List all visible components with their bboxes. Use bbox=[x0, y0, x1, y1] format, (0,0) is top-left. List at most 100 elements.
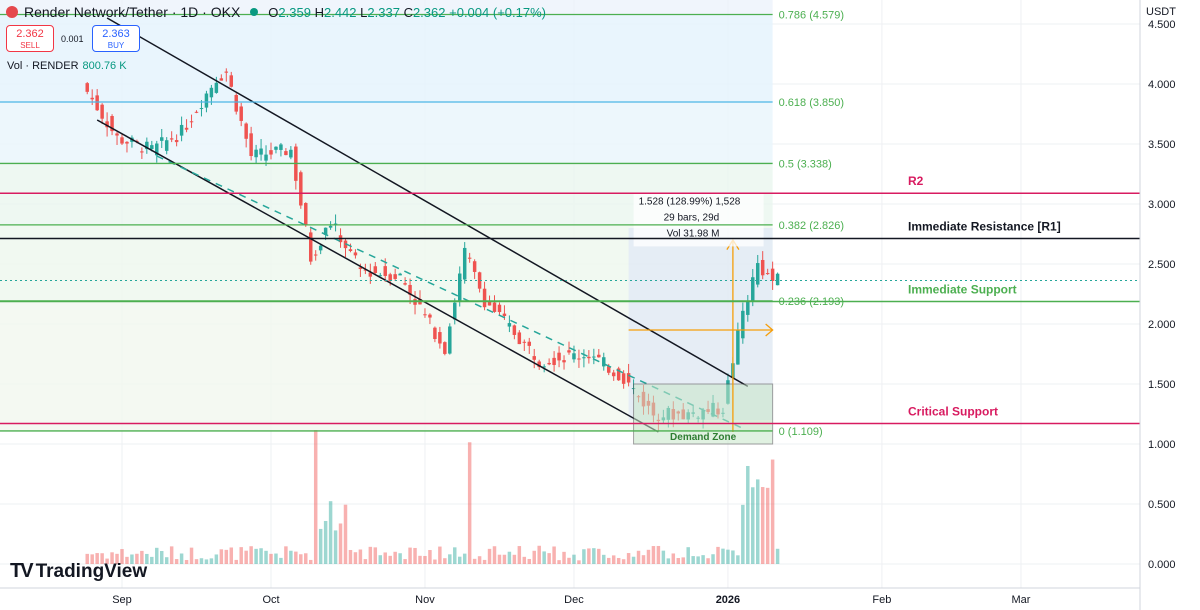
candle-body bbox=[438, 332, 442, 344]
symbol-title[interactable]: Render Network/Tether · 1D · OKX bbox=[24, 4, 241, 20]
candle-body bbox=[567, 350, 571, 353]
volume-bar bbox=[328, 501, 333, 564]
volume-bar bbox=[696, 556, 700, 564]
volume-bar bbox=[746, 465, 750, 564]
volume-bar bbox=[438, 546, 442, 564]
candle-body bbox=[383, 266, 387, 276]
candle-body bbox=[358, 267, 363, 270]
candle-body bbox=[95, 95, 99, 111]
volume-bar bbox=[656, 545, 661, 564]
candle-body bbox=[487, 300, 492, 306]
volume-bar bbox=[681, 557, 685, 564]
volume-bar bbox=[507, 551, 512, 564]
volume-bar bbox=[115, 553, 119, 564]
volume-bar bbox=[755, 479, 760, 564]
volume-bar bbox=[726, 549, 730, 564]
volume-bar bbox=[527, 558, 532, 564]
volume-bar bbox=[661, 550, 666, 564]
volume-bar bbox=[636, 550, 641, 564]
volume-bar bbox=[721, 548, 725, 564]
volume-bar bbox=[582, 549, 586, 564]
candle-body bbox=[626, 373, 631, 383]
level-label: R2 bbox=[908, 174, 924, 188]
candle-body bbox=[760, 259, 765, 276]
volume-bar bbox=[597, 548, 601, 564]
volume-bar bbox=[706, 558, 710, 564]
candle-body bbox=[368, 272, 373, 277]
candle-body bbox=[542, 366, 546, 368]
lower-trendline bbox=[96, 119, 659, 433]
volume-bar bbox=[234, 559, 238, 564]
candle-body bbox=[611, 372, 616, 377]
volume-bar bbox=[522, 556, 527, 564]
candle-body bbox=[736, 329, 740, 365]
volume-bar bbox=[512, 554, 517, 564]
candle-body bbox=[621, 373, 626, 384]
fib-shading bbox=[0, 0, 773, 431]
candle-body bbox=[145, 141, 149, 150]
sell-button[interactable]: 2.362 SELL bbox=[6, 25, 54, 52]
volume-bar bbox=[145, 553, 149, 564]
candle-body bbox=[497, 304, 502, 313]
volume-bar bbox=[204, 559, 209, 564]
volume-bar bbox=[135, 553, 139, 564]
volume-bar bbox=[577, 560, 581, 564]
volume-bar bbox=[443, 558, 447, 564]
candle-body bbox=[254, 149, 258, 158]
volume-bar bbox=[95, 553, 99, 564]
volume-bar bbox=[125, 556, 129, 564]
y-tick-label: 4.000 bbox=[1148, 79, 1176, 91]
candle-body bbox=[219, 78, 224, 81]
currency-selector[interactable]: USDT bbox=[1146, 6, 1176, 18]
candle-body bbox=[204, 93, 209, 108]
fib-band bbox=[0, 0, 773, 15]
volume-bar bbox=[140, 550, 144, 564]
volume-bar bbox=[413, 547, 417, 564]
volume-bar bbox=[467, 442, 472, 564]
mid-trendline bbox=[156, 155, 744, 430]
candle-body bbox=[279, 144, 283, 150]
volume-bar bbox=[120, 549, 124, 564]
candle-body bbox=[457, 273, 462, 303]
y-tick-label: 1.500 bbox=[1148, 379, 1176, 391]
candle-body bbox=[592, 356, 596, 358]
candle-body bbox=[443, 342, 447, 354]
volume-bar bbox=[194, 559, 199, 564]
candle-body bbox=[606, 366, 611, 373]
buy-button[interactable]: 2.363 BUY bbox=[92, 25, 140, 52]
candle-body bbox=[313, 254, 318, 256]
candle-body bbox=[264, 154, 268, 161]
candle-body bbox=[755, 263, 760, 285]
volume-bar bbox=[616, 557, 621, 564]
candle-body bbox=[408, 284, 412, 295]
volume-bar bbox=[557, 560, 561, 564]
candle-body bbox=[587, 356, 591, 359]
candle-body bbox=[552, 357, 556, 365]
volume-bar bbox=[567, 557, 571, 564]
candle-body bbox=[115, 133, 119, 136]
volume-bar bbox=[368, 546, 373, 564]
candle-body bbox=[492, 302, 497, 312]
candle-body bbox=[323, 227, 328, 235]
candle-body bbox=[224, 71, 229, 73]
x-tick-label: Dec bbox=[564, 594, 584, 606]
candle-body bbox=[150, 145, 154, 149]
candle-body bbox=[194, 111, 199, 113]
volume-bar bbox=[398, 553, 402, 564]
candle-body bbox=[110, 116, 114, 132]
volume-bar bbox=[358, 549, 363, 564]
volume-bar bbox=[373, 547, 378, 564]
x-tick-label: Mar bbox=[1011, 594, 1030, 606]
y-axis-panel bbox=[1140, 0, 1200, 610]
volume-bar bbox=[318, 528, 323, 564]
volume-bar bbox=[353, 552, 358, 564]
volume-bar bbox=[537, 545, 541, 564]
candle-body bbox=[423, 314, 427, 316]
candle-body bbox=[512, 325, 517, 335]
volume-bar bbox=[378, 555, 383, 564]
candle-body bbox=[462, 247, 467, 280]
candle-body bbox=[562, 360, 566, 363]
volume-bar bbox=[487, 548, 492, 564]
